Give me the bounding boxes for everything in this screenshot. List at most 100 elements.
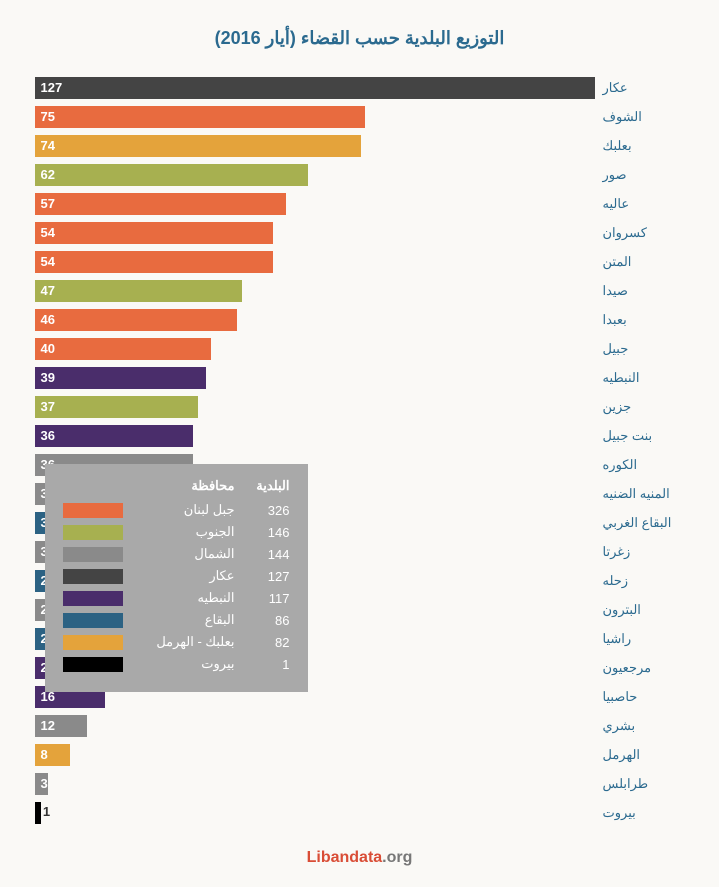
legend-rows: 326جبل لبنان146الجنوب144الشمال127عكار117… xyxy=(63,502,290,672)
legend-municipality-count: 127 xyxy=(235,569,290,584)
bar: 47 xyxy=(35,280,242,302)
bars-area: عكار127الشوف75بعلبك74صور62عاليه57كسروان5… xyxy=(35,73,685,827)
bar: 62 xyxy=(35,164,308,186)
legend-row: 117النبطيه xyxy=(63,590,290,606)
bar-track: 54 xyxy=(35,251,595,273)
bar-label: عكار xyxy=(595,80,685,96)
bar-track: 47 xyxy=(35,280,595,302)
legend-governorate-name: الجنوب xyxy=(135,524,235,540)
bar: 46 xyxy=(35,309,238,331)
bar-row: بيروت 1 xyxy=(35,798,685,827)
bar-label: المنيه الضنيه xyxy=(595,486,685,502)
legend-swatch xyxy=(63,503,123,518)
legend-row: 1بيروت xyxy=(63,656,290,672)
legend-swatch xyxy=(63,525,123,540)
bar-value: 127 xyxy=(41,80,63,95)
bar-label: بيروت xyxy=(595,805,685,821)
legend-swatch xyxy=(63,569,123,584)
bar-row: بشري 12 xyxy=(35,711,685,740)
bar-track: 3 xyxy=(35,773,595,795)
legend-swatch xyxy=(63,657,123,672)
bar: 8 xyxy=(35,744,70,766)
bar-track: 39 xyxy=(35,367,595,389)
bar-track: 57 xyxy=(35,193,595,215)
bar-value: 37 xyxy=(41,399,55,414)
legend-governorate-name: عكار xyxy=(135,568,235,584)
bar-value: 54 xyxy=(41,254,55,269)
bar-row: صور 62 xyxy=(35,160,685,189)
bar-label: صور xyxy=(595,167,685,183)
bar-value: 36 xyxy=(41,428,55,443)
legend-municipality-count: 1 xyxy=(235,657,290,672)
legend-governorate-name: الشمال xyxy=(135,546,235,562)
bar: 127 xyxy=(35,77,595,99)
chart-container: التوزيع البلدية حسب القضاء (أيار 2016) ع… xyxy=(5,10,715,877)
legend-municipality-count: 117 xyxy=(235,591,290,606)
legend-governorate-name: جبل لبنان xyxy=(135,502,235,518)
bar-row: الهرمل8 xyxy=(35,740,685,769)
bar-track: 8 xyxy=(35,744,595,766)
legend-row: 82بعلبك - الهرمل xyxy=(63,634,290,650)
legend-box: البلدية محافظة 326جبل لبنان146الجنوب144ا… xyxy=(45,464,308,692)
bar-value: 39 xyxy=(41,370,55,385)
bar-row: عاليه57 xyxy=(35,189,685,218)
bar-value: 47 xyxy=(41,283,55,298)
legend-swatch xyxy=(63,591,123,606)
chart-title: التوزيع البلدية حسب القضاء (أيار 2016) xyxy=(35,28,685,49)
bar-value: 46 xyxy=(41,312,55,327)
bar-value: 62 xyxy=(41,167,55,182)
bar-row: الشوف75 xyxy=(35,102,685,131)
bar-label: صيدا xyxy=(595,283,685,299)
legend-swatch xyxy=(63,613,123,628)
bar-row: عكار 127 xyxy=(35,73,685,102)
legend-municipality-count: 326 xyxy=(235,503,290,518)
bar-row: طرابلس3 xyxy=(35,769,685,798)
legend-row: 127عكار xyxy=(63,568,290,584)
bar-label: بشري xyxy=(595,718,685,734)
bar-value: 8 xyxy=(41,747,48,762)
bar-value: 1 xyxy=(43,804,50,819)
bar: 3 xyxy=(35,773,48,795)
bar-track: 75 xyxy=(35,106,595,128)
bar-track: 74 xyxy=(35,135,595,157)
bar-label: زغرتا xyxy=(595,544,685,560)
bar: 39 xyxy=(35,367,207,389)
bar-label: البترون xyxy=(595,602,685,618)
legend-municipality-count: 144 xyxy=(235,547,290,562)
legend-governorate-name: النبطيه xyxy=(135,590,235,606)
bar-label: زحله xyxy=(595,573,685,589)
bar-track: 127 xyxy=(35,77,595,99)
bar-label: حاصبيا xyxy=(595,689,685,705)
bar-label: راشيا xyxy=(595,631,685,647)
bar-label: النبطيه xyxy=(595,370,685,386)
bar-track: 1 xyxy=(35,802,595,824)
bar-value: 40 xyxy=(41,341,55,356)
bar-label: بعلبك xyxy=(595,138,685,154)
bar-track: 54 xyxy=(35,222,595,244)
bar: 37 xyxy=(35,396,198,418)
bar-value: 3 xyxy=(41,776,48,791)
legend-swatch xyxy=(63,635,123,650)
bar-row: صيدا 47 xyxy=(35,276,685,305)
bar-track: 36 xyxy=(35,425,595,447)
bar-label: الشوف xyxy=(595,109,685,125)
bar: 54 xyxy=(35,222,273,244)
bar-row: بنت جبيل 36 xyxy=(35,421,685,450)
bar-label: كسروان xyxy=(595,225,685,241)
bar-label: بعبدا xyxy=(595,312,685,328)
bar: 12 xyxy=(35,715,88,737)
legend-swatch xyxy=(63,547,123,562)
bar-row: كسروان 54 xyxy=(35,218,685,247)
legend-header: البلدية محافظة xyxy=(63,478,290,494)
bar-row: جزين37 xyxy=(35,392,685,421)
bar-row: المتن54 xyxy=(35,247,685,276)
bar: 40 xyxy=(35,338,211,360)
bar-label: البقاع الغربي xyxy=(595,515,685,531)
bar-row: النبطيه 39 xyxy=(35,363,685,392)
bar-label: بنت جبيل xyxy=(595,428,685,444)
bar xyxy=(35,802,41,824)
bar-track: 12 xyxy=(35,715,595,737)
bar-row: جبيل40 xyxy=(35,334,685,363)
bar-track: 37 xyxy=(35,396,595,418)
bar-value: 74 xyxy=(41,138,55,153)
